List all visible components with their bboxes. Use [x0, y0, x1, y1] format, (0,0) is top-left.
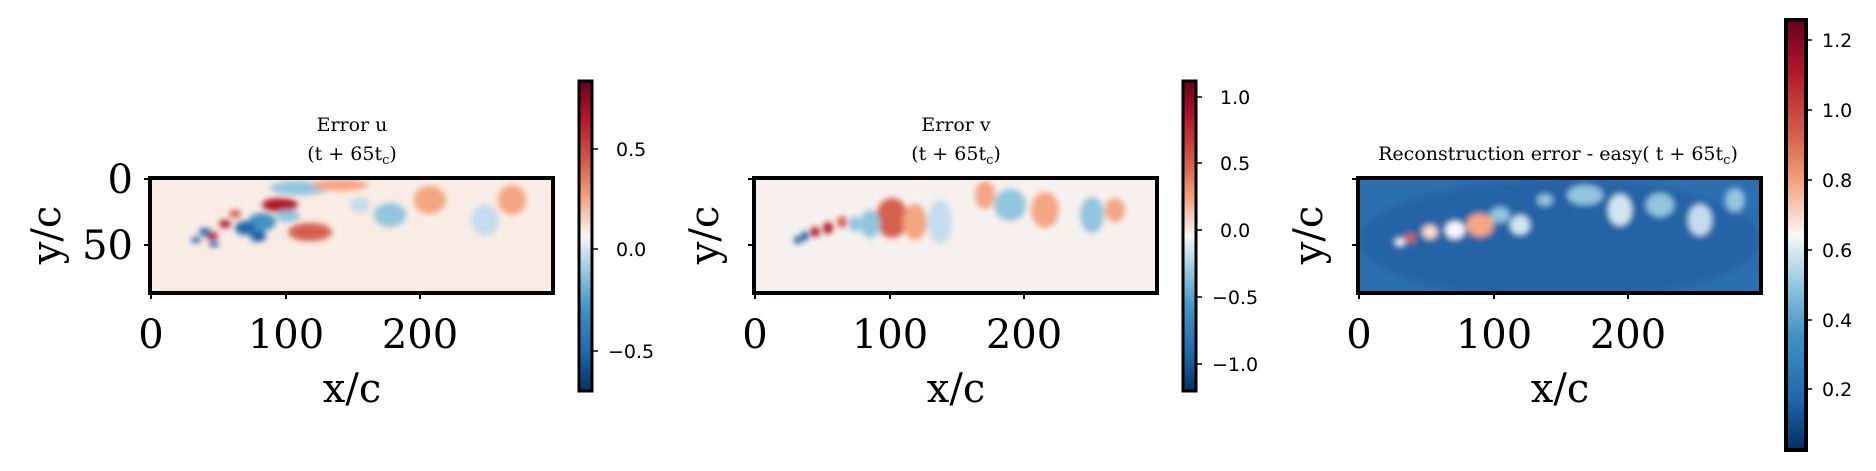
- x-tick-label: 100: [852, 312, 928, 358]
- x-ticks: 0 100 200: [742, 293, 1062, 358]
- panel-title: Error u: [317, 114, 388, 136]
- y-ticks: 0 50: [82, 157, 150, 269]
- heatmap-field: [1358, 178, 1761, 293]
- colorbar-tick-label: 1.2: [1822, 30, 1852, 52]
- panel-title-time: (t + 65tc): [307, 143, 397, 168]
- x-ticks: 0 100 200: [1346, 293, 1666, 358]
- colorbar-tick-label: −0.5: [608, 341, 654, 363]
- x-tick-label: 0: [742, 312, 767, 358]
- colorbar-tick-label: 0.5: [616, 139, 646, 161]
- x-tick-label: 0: [138, 312, 163, 358]
- y-axis-label: y/c: [682, 206, 728, 265]
- x-tick-label: 0: [1346, 312, 1371, 358]
- colorbar-tick-label: 0.4: [1822, 310, 1852, 332]
- panel-title: Reconstruction error - easy( t + 65tc): [1378, 143, 1738, 168]
- colorbar-tick-label: −1.0: [1212, 354, 1258, 376]
- colorbar-tick-label: 0.8: [1822, 170, 1852, 192]
- y-ticks: [1352, 178, 1358, 246]
- y-axis-label: y/c: [24, 206, 70, 265]
- x-axis-label: x/c: [927, 366, 985, 412]
- colorbar: 0.5 0.0 −0.5: [577, 79, 654, 393]
- colorbar-tick-label: 1.0: [1220, 87, 1250, 109]
- heatmap-field: [754, 178, 1157, 293]
- colorbar: 1.2 1.0 0.8 0.6 0.4 0.2: [1784, 18, 1852, 452]
- axes-frame: [1356, 176, 1763, 295]
- colorbar-tick-label: 0.6: [1822, 240, 1852, 262]
- colorbar-tick-label: 0.0: [1220, 220, 1250, 242]
- x-tick-label: 200: [382, 312, 458, 358]
- colorbar-tick-label: 0.0: [616, 239, 646, 261]
- panel-error-v: Error v (t + 65tc): [682, 79, 1258, 412]
- x-tick-label: 200: [986, 312, 1062, 358]
- colorbar-tick-label: 0.5: [1220, 153, 1250, 175]
- y-tick-label: 0: [108, 157, 133, 203]
- y-ticks: [748, 178, 754, 246]
- x-tick-label: 100: [1456, 312, 1532, 358]
- x-axis-label: x/c: [323, 366, 381, 412]
- panel-error-u: Error u (t + 65tc): [24, 79, 654, 412]
- panel-title-time: (t + 65tc): [911, 143, 1001, 168]
- colorbar: 1.0 0.5 0.0 −0.5 −1.0: [1181, 79, 1258, 393]
- axes-frame: [752, 176, 1159, 295]
- panel-reconstruction-error: Reconstruction error - easy( t + 65tc): [1286, 18, 1852, 452]
- x-tick-label: 100: [248, 312, 324, 358]
- y-tick-label: 50: [82, 223, 133, 269]
- y-axis-label: y/c: [1286, 206, 1332, 265]
- x-axis-label: x/c: [1531, 366, 1589, 412]
- heatmap-field: [150, 178, 553, 293]
- axes-frame: [148, 176, 555, 295]
- colorbar-tick-label: 1.0: [1822, 100, 1852, 122]
- x-ticks: 0 100 200: [138, 293, 458, 358]
- colorbar-tick-label: 0.2: [1822, 379, 1852, 401]
- panel-title: Error v: [921, 114, 991, 136]
- colorbar-tick-label: −0.5: [1212, 287, 1258, 309]
- x-tick-label: 200: [1590, 312, 1666, 358]
